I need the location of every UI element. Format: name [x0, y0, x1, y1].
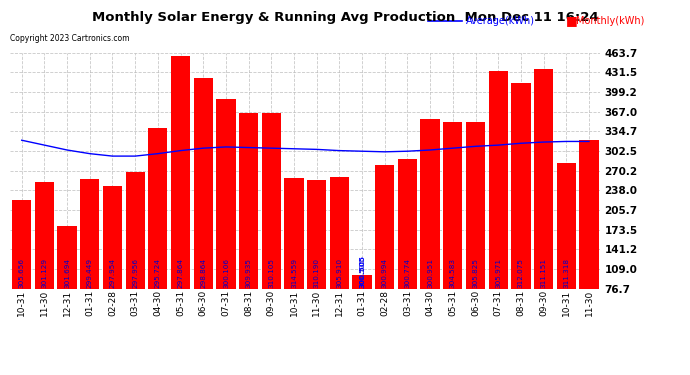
Text: 312.075: 312.075 [518, 258, 524, 288]
Text: 301.129: 301.129 [41, 258, 48, 288]
Text: 300.951: 300.951 [427, 258, 433, 288]
Bar [194, 78, 213, 336]
Text: 310.190: 310.190 [314, 258, 319, 288]
Text: Copyright 2023 Cartronics.com: Copyright 2023 Cartronics.com [10, 34, 130, 43]
Bar [57, 226, 77, 336]
Bar [420, 119, 440, 336]
Text: 304.583: 304.583 [450, 258, 456, 288]
Text: 295.724: 295.724 [155, 258, 161, 288]
Text: Monthly Solar Energy & Running Avg Production  Mon Dec 11 16:24: Monthly Solar Energy & Running Avg Produ… [92, 11, 598, 24]
Bar [466, 122, 485, 336]
Text: 299.449: 299.449 [87, 258, 92, 288]
Bar [171, 56, 190, 336]
Text: 309.935: 309.935 [246, 258, 252, 288]
Bar [489, 70, 508, 336]
Bar [80, 179, 99, 336]
Bar [216, 99, 235, 336]
Text: 300.774: 300.774 [404, 258, 411, 288]
Text: Average(kWh): Average(kWh) [466, 16, 535, 26]
Bar [353, 274, 372, 336]
Text: 300.505: 300.505 [359, 258, 365, 288]
Text: 301.694: 301.694 [64, 258, 70, 288]
Bar [284, 178, 304, 336]
Text: ■: ■ [566, 14, 578, 27]
Bar [148, 128, 168, 336]
Text: 314.559: 314.559 [291, 258, 297, 288]
Text: 311.151: 311.151 [540, 258, 546, 288]
Bar [262, 113, 281, 336]
Text: Monthly(kWh): Monthly(kWh) [576, 16, 644, 26]
Text: 297.954: 297.954 [110, 258, 115, 288]
Bar [12, 200, 31, 336]
Bar [580, 140, 599, 336]
Bar [511, 83, 531, 336]
Text: 297.864: 297.864 [177, 258, 184, 288]
Bar [443, 122, 462, 336]
Text: 311.318: 311.318 [563, 258, 569, 288]
Bar [239, 113, 258, 336]
Bar [126, 172, 145, 336]
Bar [103, 186, 122, 336]
Text: 305.971: 305.971 [495, 258, 501, 288]
Bar [34, 182, 54, 336]
Bar [398, 159, 417, 336]
Text: 305.825: 305.825 [473, 258, 478, 288]
Bar [307, 180, 326, 336]
Text: 298.864: 298.864 [200, 258, 206, 288]
Bar [375, 165, 395, 336]
Text: 300.994: 300.994 [382, 258, 388, 288]
Bar [557, 164, 576, 336]
Text: 305.656: 305.656 [19, 258, 25, 288]
Bar [534, 69, 553, 336]
Text: 300.106: 300.106 [223, 258, 229, 288]
Text: 310.105: 310.105 [268, 258, 275, 288]
Text: 305.910: 305.910 [336, 258, 342, 288]
Bar [330, 177, 349, 336]
Text: 300.505: 300.505 [359, 255, 365, 288]
Text: 297.956: 297.956 [132, 258, 138, 288]
